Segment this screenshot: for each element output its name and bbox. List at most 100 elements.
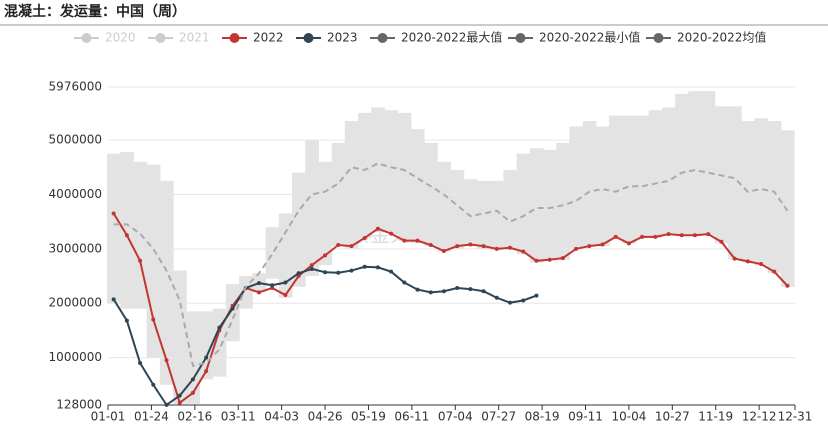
y-tick-label: 3000000 <box>49 241 102 255</box>
range-band <box>635 115 650 238</box>
point <box>283 293 288 298</box>
point <box>190 390 195 395</box>
range-band <box>410 129 425 244</box>
range-band <box>318 161 333 266</box>
point <box>336 243 341 248</box>
legend-label: 2020-2022均值 <box>677 30 766 45</box>
range-band <box>265 227 280 279</box>
point <box>230 306 235 311</box>
legend-label: 2020 <box>105 31 136 45</box>
y-tick-label: 2000000 <box>49 296 102 310</box>
point <box>455 244 460 249</box>
point <box>534 293 539 298</box>
legend-label: 2020-2022最大值 <box>401 30 502 45</box>
range-band <box>239 276 253 309</box>
range-band <box>397 112 412 241</box>
point <box>626 241 631 246</box>
range-band <box>701 91 716 236</box>
point <box>402 280 407 285</box>
range-band <box>767 121 782 274</box>
point <box>719 239 724 244</box>
range-band <box>529 148 544 263</box>
y-tick-label: 5976000 <box>49 80 102 94</box>
point <box>204 355 209 360</box>
point <box>468 287 473 292</box>
x-tick-label: 04-03 <box>264 410 299 424</box>
range-band <box>661 107 676 236</box>
point <box>204 369 209 374</box>
point <box>521 249 526 254</box>
point <box>666 232 671 237</box>
legend-label: 2021 <box>179 31 210 45</box>
point <box>772 269 777 274</box>
x-tick-label: 09-11 <box>568 410 603 424</box>
range-band <box>754 118 769 266</box>
x-tick-label: 12-31 <box>778 410 813 424</box>
point <box>349 268 354 273</box>
point <box>441 249 446 254</box>
series-line <box>113 162 789 367</box>
point <box>468 242 473 247</box>
point <box>177 400 182 405</box>
point <box>270 283 275 288</box>
range-band <box>344 121 359 249</box>
legend-swatch <box>303 33 314 43</box>
x-tick-label: 10-27 <box>655 410 690 424</box>
range-band <box>503 169 518 249</box>
point <box>785 283 790 288</box>
point <box>428 243 433 248</box>
legend-swatch <box>155 33 166 43</box>
legend-swatch <box>377 33 388 43</box>
point <box>124 233 129 238</box>
x-tick-label: 12-12 <box>742 410 777 424</box>
point <box>706 232 711 237</box>
x-tick-label: 10-04 <box>611 410 646 424</box>
point <box>481 244 486 249</box>
range-band <box>463 179 478 247</box>
range-band <box>609 115 623 238</box>
point <box>600 242 605 247</box>
x-tick-label: 02-16 <box>177 410 212 424</box>
range-band <box>146 164 161 358</box>
point <box>349 244 354 249</box>
range-band <box>159 180 174 385</box>
x-tick-label: 01-24 <box>134 410 169 424</box>
point <box>164 402 169 407</box>
point <box>256 281 261 286</box>
point <box>190 377 195 382</box>
legend-swatch <box>81 33 92 43</box>
point <box>177 393 182 398</box>
point <box>613 234 618 239</box>
range-band <box>173 270 187 404</box>
range-band <box>595 126 610 247</box>
point <box>138 361 143 366</box>
point <box>362 264 367 269</box>
point <box>534 258 539 263</box>
point <box>164 358 169 363</box>
point <box>441 289 446 294</box>
point <box>389 269 394 274</box>
point <box>481 289 486 294</box>
chart-title: 混凝土：发运量：中国（周） <box>4 3 186 20</box>
point <box>323 253 328 258</box>
range-band <box>476 180 491 249</box>
range-band <box>450 169 465 249</box>
range-band <box>622 115 637 244</box>
range-band <box>543 149 557 260</box>
x-tick-label: 07-04 <box>438 410 473 424</box>
y-tick-label: 5000000 <box>49 133 102 147</box>
x-tick-label: 07-27 <box>481 410 516 424</box>
range-band <box>688 91 703 236</box>
point <box>653 234 658 239</box>
point <box>494 246 499 251</box>
range-band <box>727 106 742 260</box>
legend-swatch <box>653 33 664 43</box>
range-band <box>569 126 584 249</box>
legend-label: 2020-2022最小值 <box>539 30 640 45</box>
point <box>415 238 420 243</box>
point <box>587 244 592 249</box>
legend-label: 2022 <box>253 31 284 45</box>
point <box>309 263 314 268</box>
point <box>428 290 433 295</box>
